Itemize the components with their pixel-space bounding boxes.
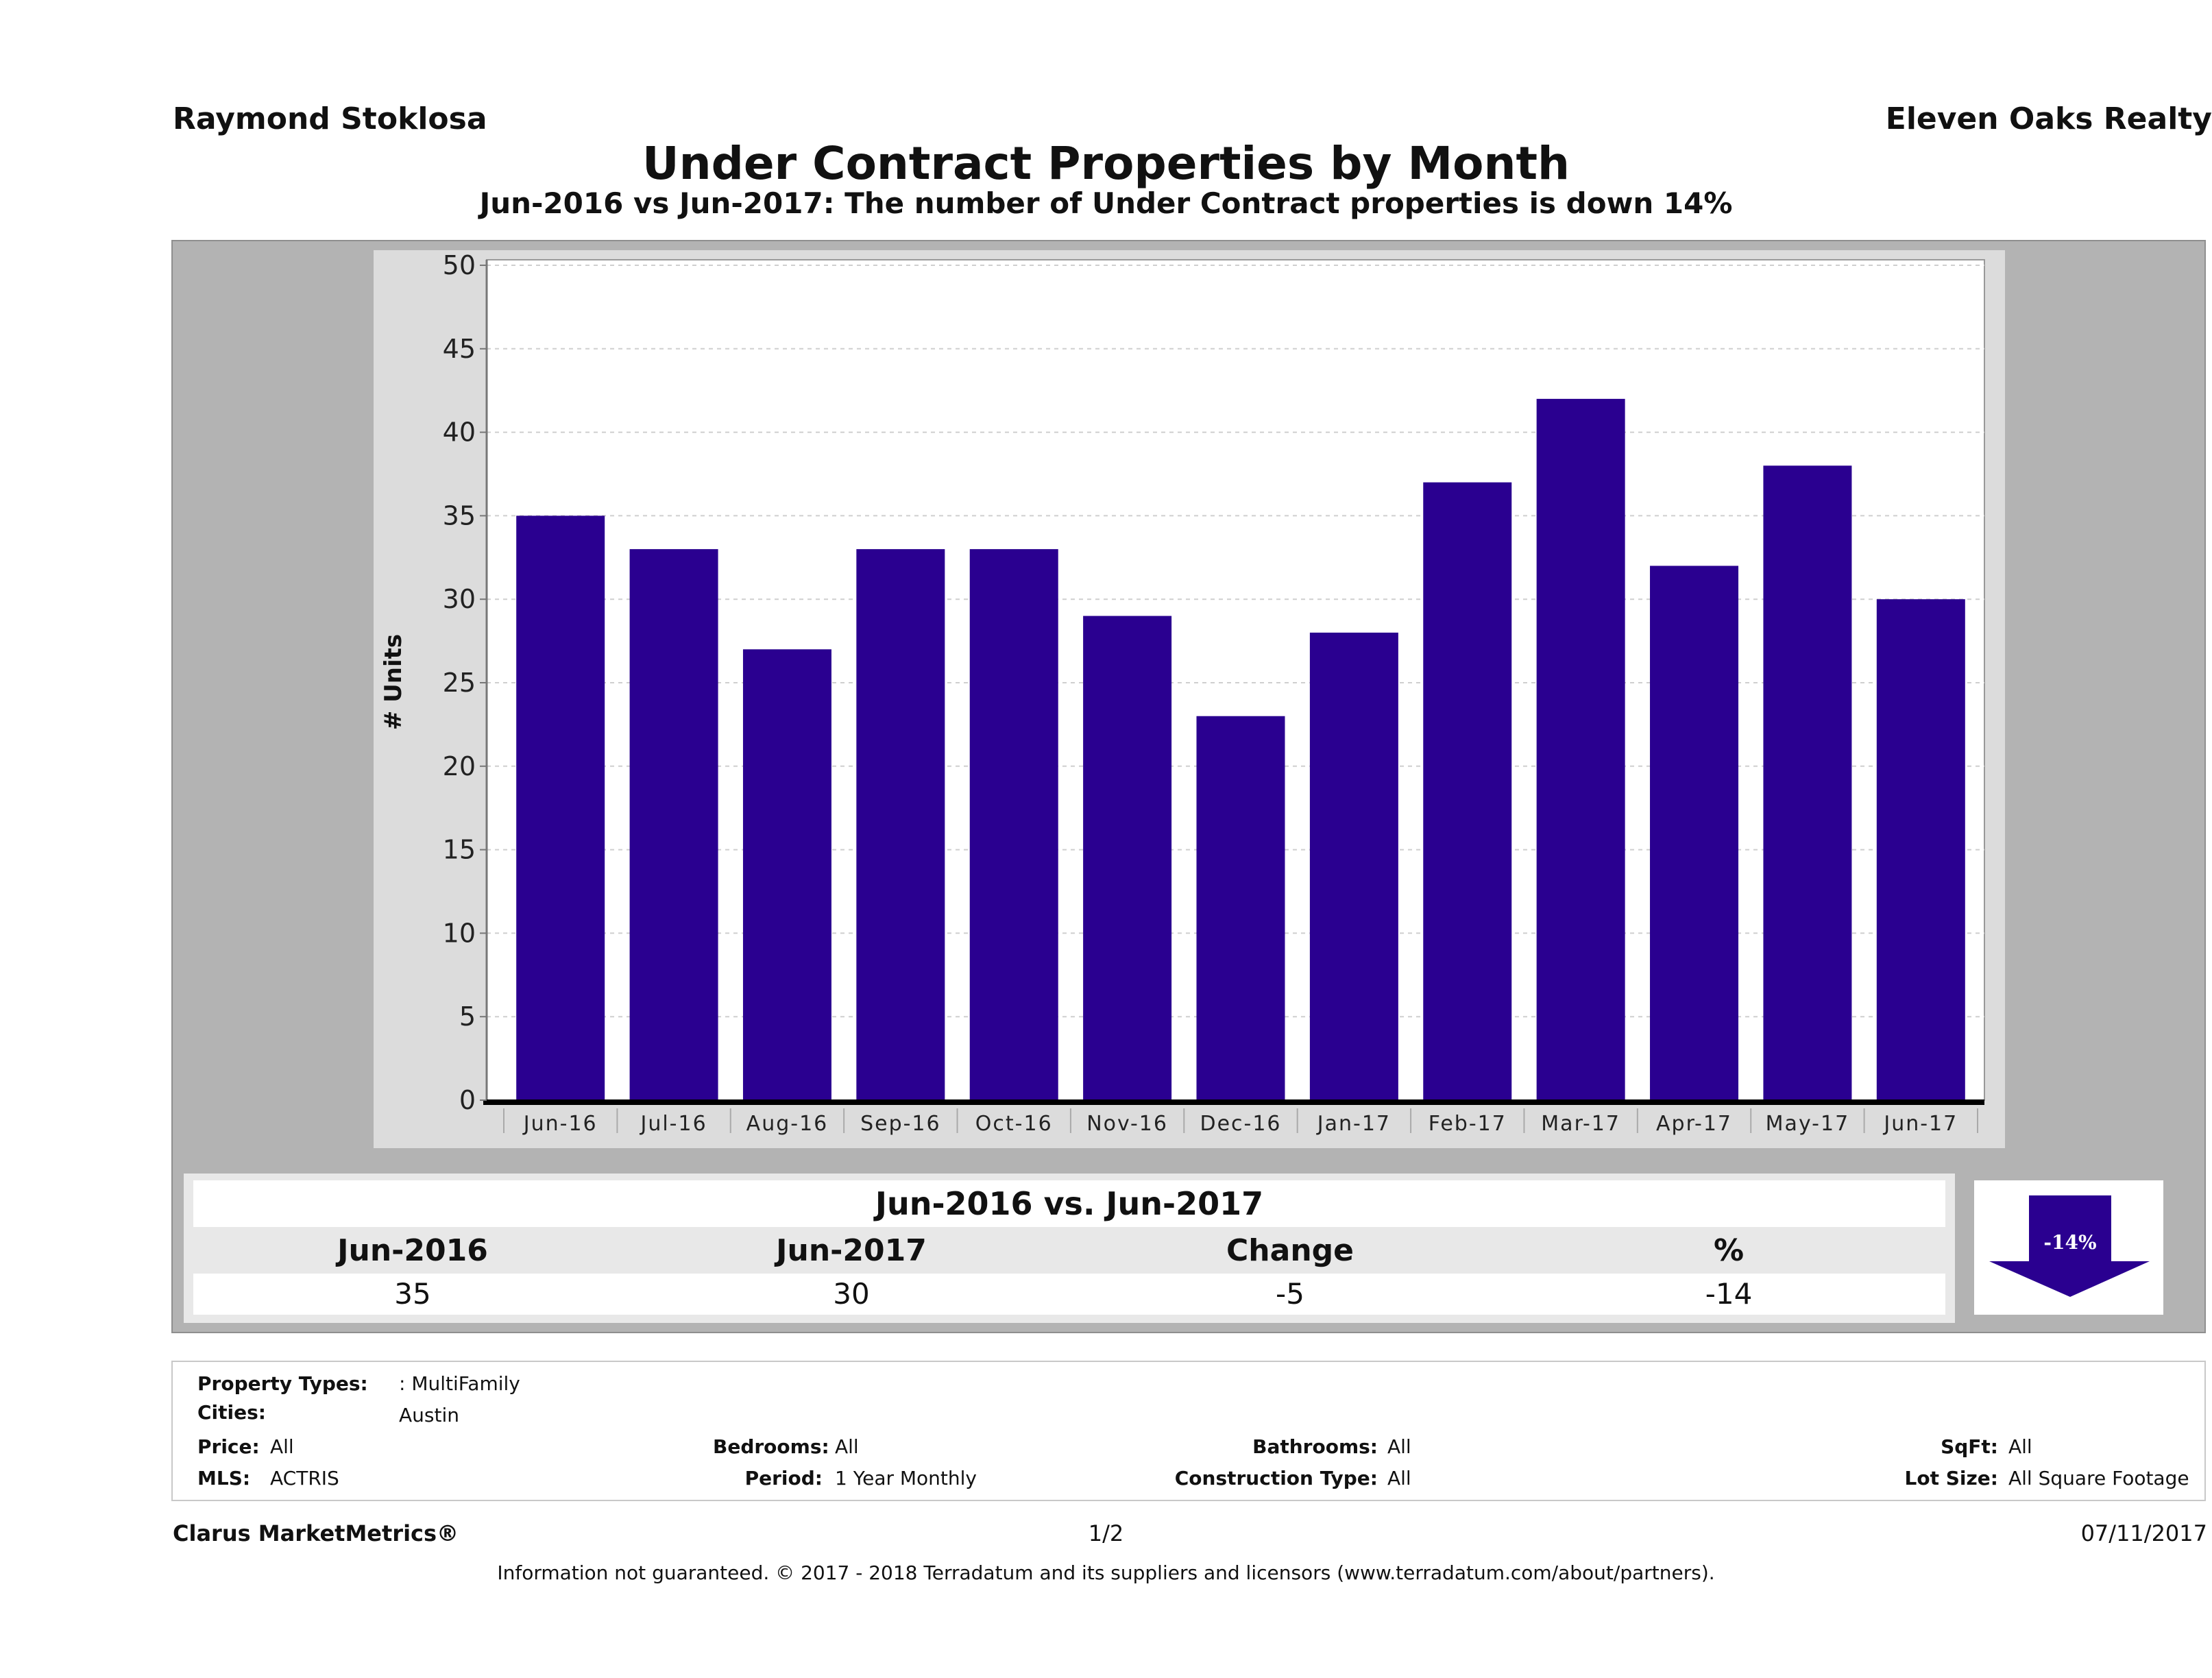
y-tick-label: 5 [459,1001,476,1032]
arrow-label: -14% [2043,1231,2096,1254]
summary-header-jun2017: Jun-2017 [776,1233,927,1268]
bedrooms-label: Bedrooms: [713,1435,829,1458]
lot-size-label: Lot Size: [1904,1467,1998,1489]
bathrooms-value: All [1387,1435,1411,1458]
bar-jun-16 [516,515,605,1100]
change-indicator: -14% [1974,1180,2163,1315]
x-tick-label: Dec-16 [1200,1112,1281,1136]
y-tick-label: 20 [443,751,476,781]
x-tick-label: Aug-16 [746,1112,829,1136]
disclaimer: Information not guaranteed. © 2017 - 201… [497,1561,1715,1584]
y-tick-label: 45 [443,334,476,364]
bar-jul-16 [629,549,718,1100]
y-tick-label: 40 [443,417,476,448]
summary-title: Jun-2016 vs. Jun-2017 [193,1180,1945,1227]
summary-value-jun2017: 30 [833,1277,870,1311]
summary-value-percent: -14 [1705,1277,1753,1311]
summary-value-jun2016: 35 [394,1277,431,1311]
summary-header-jun2016: Jun-2016 [337,1233,488,1268]
bar-oct-16 [969,549,1058,1100]
x-tick-label: Jan-17 [1316,1112,1391,1136]
x-tick-label: Feb-17 [1429,1112,1507,1136]
y-tick-label: 30 [443,584,476,614]
report-subtitle: Jun-2016 vs Jun-2017: The number of Unde… [479,186,1733,220]
bathrooms-label: Bathrooms: [1252,1435,1378,1458]
bar-chart: 0 5 10 15 20 25 30 35 40 45 50 Jun-16 Jul-16 Aug-16 S… [380,250,1985,1136]
bar-nov-16 [1083,616,1172,1100]
bar-sep-16 [856,549,945,1100]
page-number: 1/2 [1088,1520,1124,1546]
summary-value-row [193,1274,1945,1315]
bedrooms-value: All [835,1435,859,1458]
x-tick-label: Nov-16 [1086,1112,1168,1136]
down-arrow-icon: -14% [1989,1195,2150,1297]
x-ticks: Jun-16 Jul-16 Aug-16 Sep-16 Oct-16 Nov-16 Dec-… [503,1108,1978,1136]
y-tick-label: 15 [443,835,476,865]
y-tick-label: 25 [443,668,476,698]
sqft-value: All [2008,1435,2032,1458]
lot-size-value: All Square Footage [2008,1467,2189,1489]
period-label: Period: [744,1467,823,1489]
bar-aug-16 [742,649,831,1100]
summary-header-percent: % [1713,1233,1745,1268]
mls-value: ACTRIS [270,1467,339,1489]
y-tick-label: 0 [459,1085,476,1115]
x-tick-label: Apr-17 [1656,1112,1732,1136]
bar-may-17 [1763,465,1852,1100]
cities-value: Austin [399,1404,459,1426]
construction-type-value: All [1387,1467,1411,1489]
bar-feb-17 [1423,482,1512,1100]
report-title: Under Contract Properties by Month [642,137,1570,190]
x-tick-label: Jun-17 [1882,1112,1958,1136]
summary-value-change: -5 [1276,1277,1304,1311]
bar-apr-17 [1650,566,1739,1100]
bars [516,398,1965,1100]
y-tick-label: 10 [443,918,476,948]
cities-label: Cities: [197,1401,266,1424]
x-tick-label: Oct-16 [975,1112,1053,1136]
price-label: Price: [197,1435,260,1458]
bar-dec-16 [1196,716,1285,1100]
property-types-label: Property Types: [197,1372,368,1395]
x-tick-label: May-17 [1766,1112,1850,1136]
search-criteria [171,1361,2206,1501]
x-tick-label: Jun-16 [522,1112,598,1136]
price-value: All [270,1435,294,1458]
office-name: Eleven Oaks Realty [1885,101,2212,136]
mls-label: MLS: [197,1467,251,1489]
x-tick-label: Jul-16 [639,1112,707,1136]
period-value: 1 Year Monthly [835,1467,977,1489]
agent-name: Raymond Stoklosa [173,101,487,136]
bar-mar-17 [1536,398,1625,1100]
report-date: 07/11/2017 [2080,1520,2207,1546]
y-tick-label: 50 [443,250,476,280]
x-tick-label: Mar-17 [1541,1112,1620,1136]
construction-type-label: Construction Type: [1174,1467,1378,1489]
y-ticks: 0 5 10 15 20 25 30 35 40 45 50 [443,250,487,1115]
bar-jan-17 [1309,632,1398,1100]
property-types-value: : MultiFamily [399,1372,520,1395]
bar-jun-17 [1876,599,1965,1100]
sqft-label: SqFt: [1941,1435,1998,1458]
y-tick-label: 35 [443,500,476,531]
brand-name: Clarus MarketMetrics® [173,1520,459,1546]
y-axis-label: # Units [380,634,407,730]
summary-header-change: Change [1226,1233,1354,1268]
x-tick-label: Sep-16 [860,1112,941,1136]
chart-panel: 0 5 10 15 20 25 30 35 40 45 50 Jun-16 Jul-16 Aug-16 S… [374,250,2005,1148]
